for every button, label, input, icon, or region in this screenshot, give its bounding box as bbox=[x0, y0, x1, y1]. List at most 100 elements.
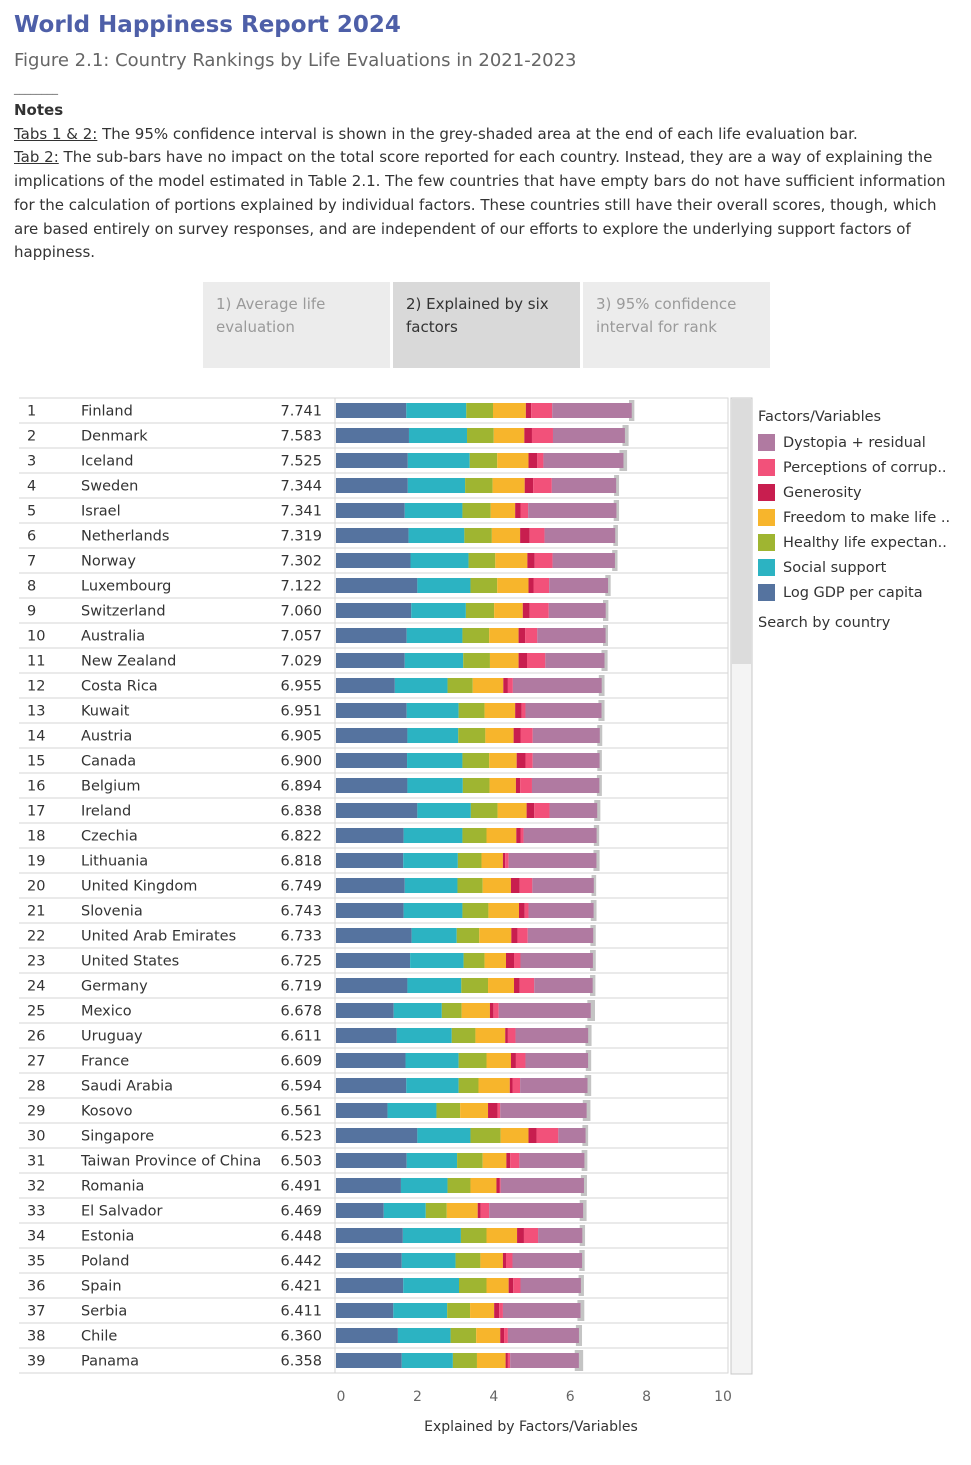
rank-label: 10 bbox=[27, 629, 45, 645]
table-row[interactable]: 36 Spain 6.421 bbox=[19, 1272, 728, 1296]
legend-item-freedom[interactable]: Freedom to make life .. bbox=[758, 505, 950, 530]
table-row[interactable]: 37 Serbia 6.411 bbox=[19, 1297, 728, 1321]
bar-segment-health bbox=[462, 628, 490, 643]
table-row[interactable]: 28 Saudi Arabia 6.594 bbox=[19, 1072, 728, 1096]
legend-item-dystopia[interactable]: Dystopia + residual bbox=[758, 430, 950, 455]
table-row[interactable]: 34 Estonia 6.448 bbox=[19, 1222, 728, 1246]
table-row[interactable]: 27 France 6.609 bbox=[19, 1047, 728, 1071]
bar-segment-corruption bbox=[521, 703, 526, 718]
search-by-country[interactable]: Search by country bbox=[758, 615, 891, 631]
bar-segment-health bbox=[450, 1328, 477, 1343]
table-row[interactable]: 20 United Kingdom 6.749 bbox=[19, 872, 728, 896]
table-row[interactable]: 16 Belgium 6.894 bbox=[19, 772, 728, 796]
table-row[interactable]: 5 Israel 7.341 bbox=[19, 497, 728, 521]
bar-segment-health bbox=[468, 553, 496, 568]
legend-label: Log GDP per capita bbox=[783, 584, 923, 601]
legend-item-corruption[interactable]: Perceptions of corrup.. bbox=[758, 455, 950, 480]
table-row[interactable]: 4 Sweden 7.344 bbox=[19, 472, 728, 496]
bar-segment-dystopia bbox=[512, 1253, 583, 1268]
table-row[interactable]: 21 Slovenia 6.743 bbox=[19, 897, 728, 921]
score-label: 6.905 bbox=[280, 729, 322, 745]
table-row[interactable]: 26 Uruguay 6.611 bbox=[19, 1022, 728, 1046]
table-row[interactable]: 18 Czechia 6.822 bbox=[19, 822, 728, 846]
bar-segment-generosity bbox=[510, 878, 520, 893]
table-row[interactable]: 14 Austria 6.905 bbox=[19, 722, 728, 746]
bar-segment-freedom bbox=[475, 1028, 506, 1043]
table-row[interactable]: 22 United Arab Emirates 6.733 bbox=[19, 922, 728, 946]
table-row[interactable]: 15 Canada 6.900 bbox=[19, 747, 728, 771]
table-row[interactable]: 38 Chile 6.360 bbox=[19, 1322, 728, 1346]
tab-confidence-interval-rank[interactable]: 3) 95% confidence interval for rank bbox=[583, 282, 770, 368]
legend-item-health[interactable]: Healthy life expectan.. bbox=[758, 530, 950, 555]
table-row[interactable]: 35 Poland 6.442 bbox=[19, 1247, 728, 1271]
bar-segment-dystopia bbox=[534, 978, 593, 993]
table-row[interactable]: 31 Taiwan Province of China 6.503 bbox=[19, 1147, 728, 1171]
bar-segment-dystopia bbox=[549, 803, 598, 818]
legend-item-generosity[interactable]: Generosity bbox=[758, 480, 950, 505]
bar-segment-freedom bbox=[494, 603, 523, 618]
bar-segment-corruption bbox=[520, 728, 533, 743]
table-row[interactable]: 7 Norway 7.302 bbox=[19, 547, 728, 571]
bar-segment-freedom bbox=[486, 1228, 518, 1243]
bar-segment-corruption bbox=[519, 978, 535, 993]
country-label: Uruguay bbox=[81, 1029, 143, 1045]
table-row[interactable]: 10 Australia 7.057 bbox=[19, 622, 728, 646]
country-label: Iceland bbox=[81, 454, 133, 470]
bar-segment-health bbox=[425, 1203, 447, 1218]
table-row[interactable]: 1 Finland 7.741 bbox=[19, 397, 728, 421]
bar-segment-social bbox=[406, 628, 463, 643]
table-row[interactable]: 9 Switzerland 7.060 bbox=[19, 597, 728, 621]
table-row[interactable]: 23 United States 6.725 bbox=[19, 947, 728, 971]
table-row[interactable]: 17 Ireland 6.838 bbox=[19, 797, 728, 821]
bar-segment-freedom bbox=[486, 828, 517, 843]
table-row[interactable]: 30 Singapore 6.523 bbox=[19, 1122, 728, 1146]
bar-segment-social bbox=[406, 1078, 459, 1093]
table-row[interactable]: 32 Romania 6.491 bbox=[19, 1172, 728, 1196]
bar-segment-gdp bbox=[336, 803, 418, 818]
country-label: Luxembourg bbox=[81, 579, 171, 595]
bar-segment-generosity bbox=[528, 578, 534, 593]
bar-segment-social bbox=[394, 678, 448, 693]
bar-segment-gdp bbox=[336, 1228, 403, 1243]
table-row[interactable]: 2 Denmark 7.583 bbox=[19, 422, 728, 446]
rank-label: 9 bbox=[27, 604, 36, 620]
bar-segment-health bbox=[456, 928, 480, 943]
table-row[interactable]: 29 Kosovo 6.561 bbox=[19, 1097, 728, 1121]
country-label: Chile bbox=[81, 1329, 117, 1345]
legend-item-gdp[interactable]: Log GDP per capita bbox=[758, 580, 950, 605]
bar-segment-freedom bbox=[484, 953, 506, 968]
table-row[interactable]: 24 Germany 6.719 bbox=[19, 972, 728, 996]
bar-segment-gdp bbox=[336, 678, 395, 693]
bar-segment-gdp bbox=[336, 703, 407, 718]
table-row[interactable]: 11 New Zealand 7.029 bbox=[19, 647, 728, 671]
table-row[interactable]: 3 Iceland 7.525 bbox=[19, 447, 728, 471]
legend-item-social[interactable]: Social support bbox=[758, 555, 950, 580]
rank-label: 23 bbox=[27, 954, 45, 970]
bar-segment-social bbox=[387, 1103, 437, 1118]
table-row[interactable]: 39 Panama 6.358 bbox=[19, 1347, 728, 1371]
rank-label: 35 bbox=[27, 1254, 45, 1270]
bar-segment-dystopia bbox=[507, 1328, 579, 1343]
legend-title: Factors/Variables bbox=[758, 409, 882, 425]
bar-segment-freedom bbox=[482, 1153, 507, 1168]
table-row[interactable]: 6 Netherlands 7.319 bbox=[19, 522, 728, 546]
table-row[interactable]: 25 Mexico 6.678 bbox=[19, 997, 728, 1021]
bar-segment-generosity bbox=[477, 1203, 481, 1218]
legend-label: Generosity bbox=[783, 484, 862, 501]
scrollbar-thumb[interactable] bbox=[732, 399, 751, 664]
table-row[interactable]: 19 Lithuania 6.818 bbox=[19, 847, 728, 871]
bar-segment-gdp bbox=[336, 1203, 384, 1218]
bar-segment-freedom bbox=[484, 703, 516, 718]
table-row[interactable]: 12 Costa Rica 6.955 bbox=[19, 672, 728, 696]
tab-explained-by-six-factors[interactable]: 2) Explained by six factors bbox=[393, 282, 580, 368]
country-label: Denmark bbox=[81, 429, 148, 445]
table-row[interactable]: 33 El Salvador 6.469 bbox=[19, 1197, 728, 1221]
table-row[interactable]: 13 Kuwait 6.951 bbox=[19, 697, 728, 721]
country-label: Spain bbox=[81, 1279, 122, 1295]
bar-segment-freedom bbox=[488, 903, 519, 918]
tab-average-life-evaluation[interactable]: 1) Average life evaluation bbox=[203, 282, 390, 368]
bar-segment-social bbox=[393, 1003, 442, 1018]
table-row[interactable]: 8 Luxembourg 7.122 bbox=[19, 572, 728, 596]
x-tick-label: 8 bbox=[642, 1389, 651, 1405]
bar-segment-social bbox=[406, 1153, 458, 1168]
